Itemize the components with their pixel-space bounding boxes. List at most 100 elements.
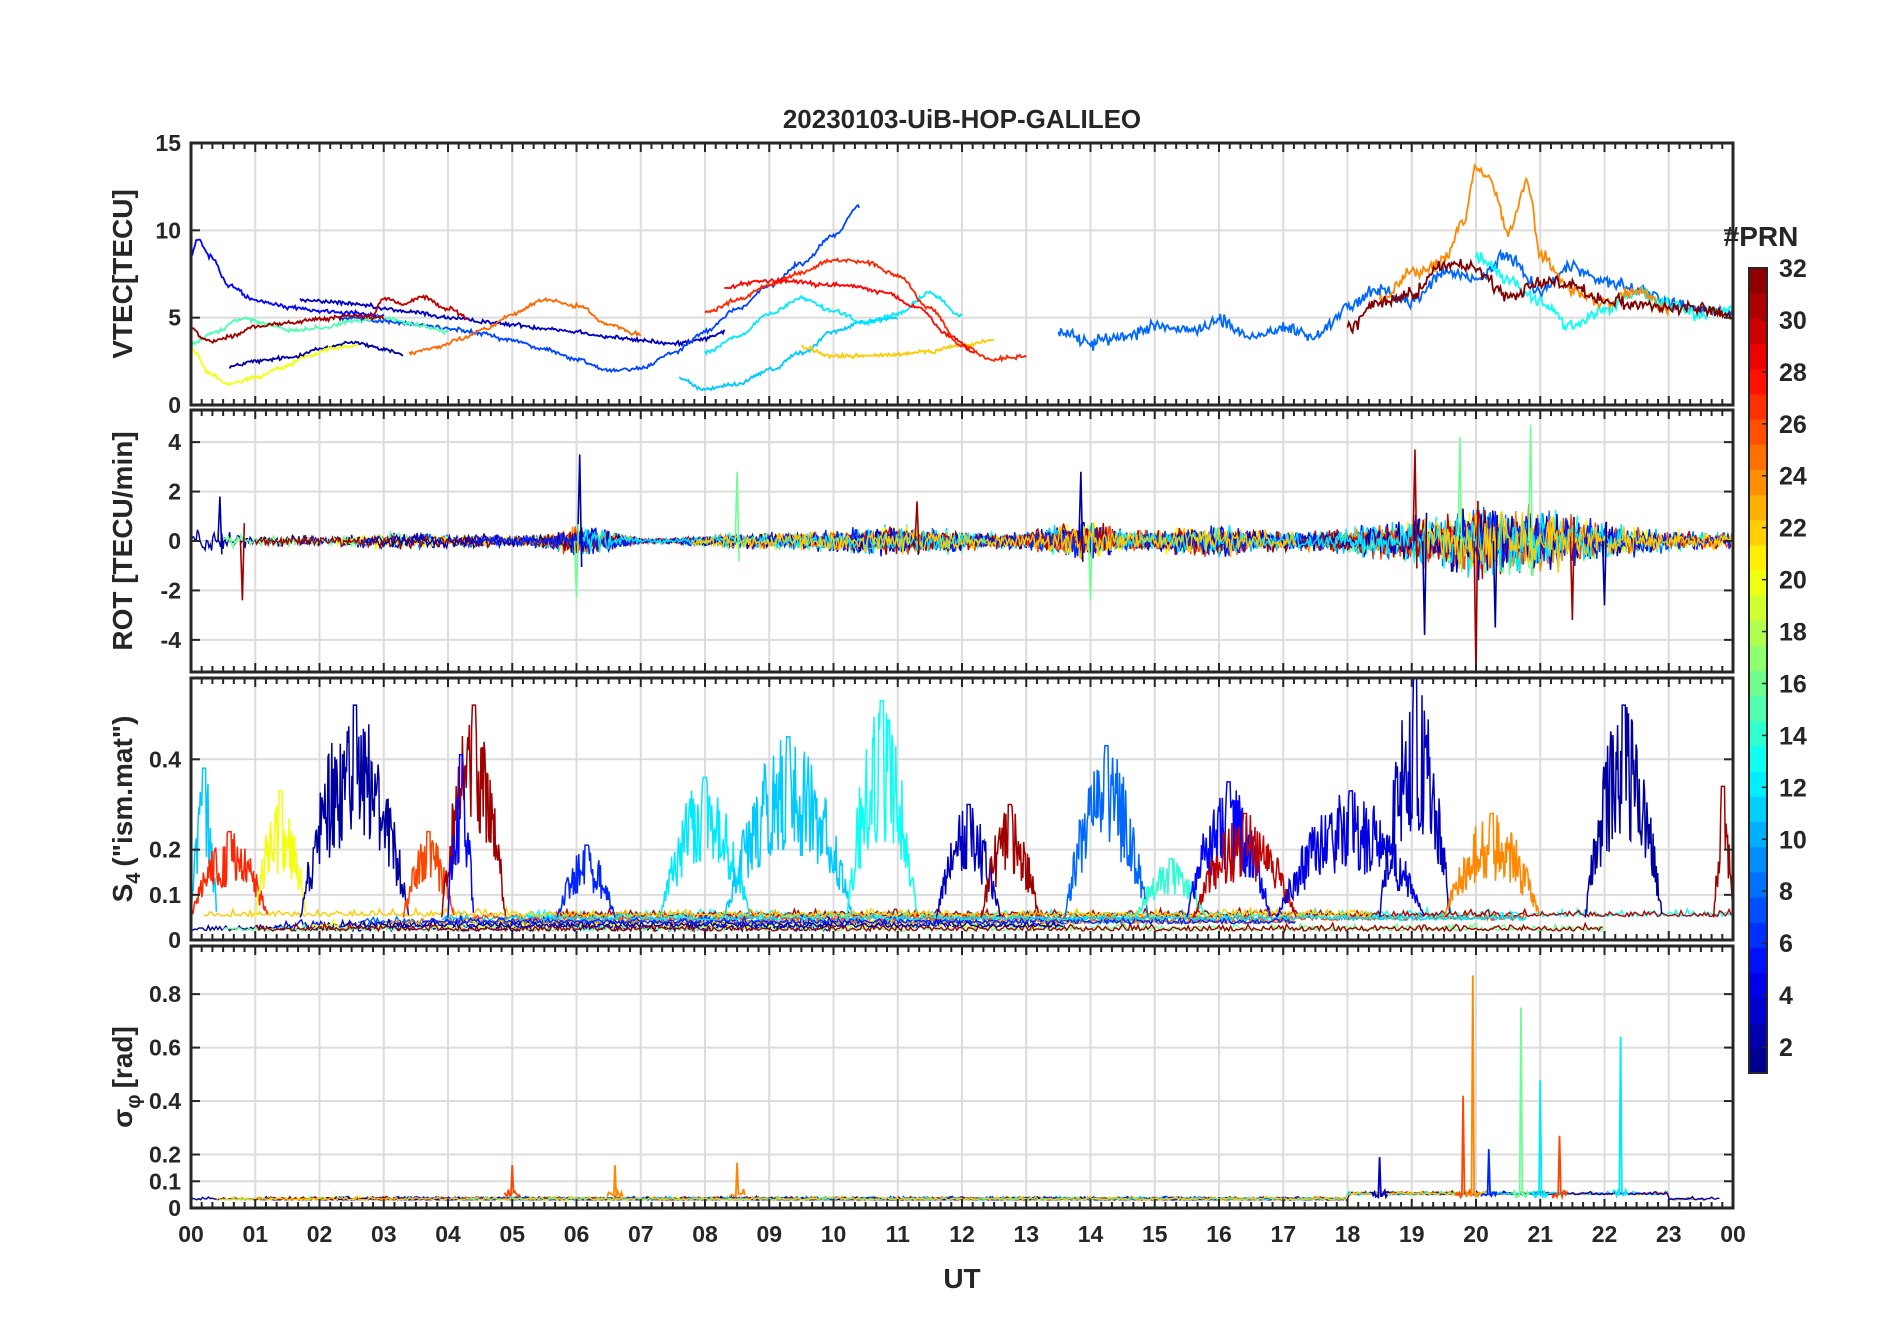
data-layer (191, 678, 1733, 934)
y-axis-label: σφ[rad] (107, 1026, 145, 1128)
s4-baseline (338, 917, 1064, 929)
colorbar-segment (1749, 569, 1767, 596)
x-tick-label: 13 (1013, 1221, 1039, 1247)
colorbar-tick-label: 2 (1779, 1034, 1793, 1062)
vtec-series-line (1378, 162, 1670, 318)
axes-frame (189, 676, 1735, 942)
s4-burst (447, 754, 475, 918)
rot-spike (1421, 512, 1428, 635)
x-tick-label: 22 (1592, 1221, 1618, 1247)
colorbar-segment (1749, 997, 1767, 1024)
s4-baseline (556, 906, 1732, 919)
colorbar-segment (1749, 268, 1767, 294)
axes-frame (189, 141, 1735, 407)
vtec-series-line (1346, 258, 1733, 335)
x-tick-label: 16 (1206, 1221, 1232, 1247)
colorbar-tick-label: 14 (1779, 722, 1807, 750)
s4-burst (254, 790, 307, 918)
colorbar-tick-label: 10 (1779, 826, 1807, 854)
x-tick-label: 21 (1527, 1221, 1553, 1247)
y-tick-label: 0.4 (149, 746, 181, 772)
y-tick-label: 4 (168, 429, 181, 455)
data-layer (191, 424, 1733, 672)
y-tick-label: 0 (168, 528, 181, 554)
x-tick-label: 12 (949, 1221, 975, 1247)
x-tick-label: 06 (564, 1221, 590, 1247)
rot-spike (1527, 424, 1534, 576)
sigma-spike (1371, 1157, 1389, 1200)
colorbar-segment (1749, 494, 1767, 521)
rot-spike (217, 496, 223, 555)
colorbar-tick-label: 26 (1779, 411, 1807, 439)
colorbar-segment (1749, 972, 1767, 999)
s4-burst (1192, 812, 1297, 918)
s4-burst (1712, 785, 1733, 918)
colorbar-segment (1749, 695, 1767, 722)
colorbar-segment (1749, 922, 1767, 948)
vtec-series-line (1475, 252, 1733, 332)
sigma-baseline (216, 1189, 1488, 1201)
sigma-spike (1550, 1135, 1569, 1201)
panel-2 (189, 408, 1735, 674)
colorbar-tick-label: 4 (1779, 982, 1793, 1010)
vtec-series-line (408, 296, 642, 356)
y-tick-label: -2 (161, 577, 181, 603)
chart-title: 20230103-UiB-HOP-GALILEO (783, 104, 1141, 134)
sigma-spike (1480, 1149, 1498, 1198)
rot-spike (573, 523, 580, 598)
x-tick-label: 18 (1335, 1221, 1361, 1247)
x-tick-label: 08 (692, 1221, 718, 1247)
rot-spike (576, 454, 583, 567)
panel-3 (189, 676, 1735, 942)
s4-burst (1064, 745, 1149, 918)
panel-1 (189, 141, 1735, 407)
colorbar-segment (1749, 1047, 1767, 1074)
s4-baseline (255, 920, 1603, 934)
x-tick-label: 19 (1399, 1221, 1425, 1247)
colorbar-segment (1749, 645, 1767, 672)
s4-baseline (222, 920, 1604, 934)
colorbar-tick-label: 8 (1779, 878, 1793, 906)
y-axis-label: ROT [TECU/min] (107, 431, 138, 650)
colorbar-segment (1749, 745, 1767, 772)
vtec-series-line (704, 289, 963, 356)
s4-baseline (203, 905, 1373, 919)
colorbar-segment (1749, 947, 1767, 973)
y-axis-label: S4("ism.mat") (107, 716, 145, 903)
y-tick-label: 0 (168, 927, 181, 953)
x-tick-label: 04 (435, 1221, 461, 1247)
rot-spike (1473, 500, 1479, 672)
sigma-spike (606, 1165, 624, 1200)
colorbar-tick-label: 28 (1779, 359, 1807, 387)
s4-burst (1276, 790, 1425, 918)
y-tick-label: 2 (168, 479, 181, 505)
x-tick-label: 05 (499, 1221, 525, 1247)
rot-spike (1492, 515, 1499, 628)
axes-frame (189, 408, 1735, 674)
vtec-series-line (299, 298, 726, 348)
x-tick-label: 10 (821, 1221, 847, 1247)
colorbar-segment (1749, 896, 1767, 923)
colorbar-segment (1749, 821, 1767, 848)
x-axis-label: UT (943, 1263, 980, 1294)
s4-burst (1443, 812, 1541, 918)
s4-baseline (473, 909, 1527, 922)
vtec-series-line (191, 312, 385, 345)
colorbar-segment (1749, 670, 1767, 697)
panel-4 (189, 944, 1735, 1210)
colorbar-segment (1749, 595, 1767, 621)
y-tick-label: 0 (168, 392, 181, 418)
colorbar-tick-label: 30 (1779, 307, 1807, 335)
colorbar-segment (1749, 418, 1767, 445)
sigma-spike (1464, 975, 1481, 1199)
s4-burst (723, 735, 853, 918)
grid (191, 946, 1733, 1208)
x-tick-label: 02 (307, 1221, 333, 1247)
colorbar-segment (1749, 544, 1767, 571)
rot-spike (734, 471, 740, 562)
rot-spike (1078, 471, 1084, 562)
y-tick-label: 5 (168, 305, 181, 331)
axes-frame (189, 944, 1735, 1210)
colorbar-tick-label: 18 (1779, 619, 1807, 647)
colorbar-segment (1749, 771, 1767, 797)
